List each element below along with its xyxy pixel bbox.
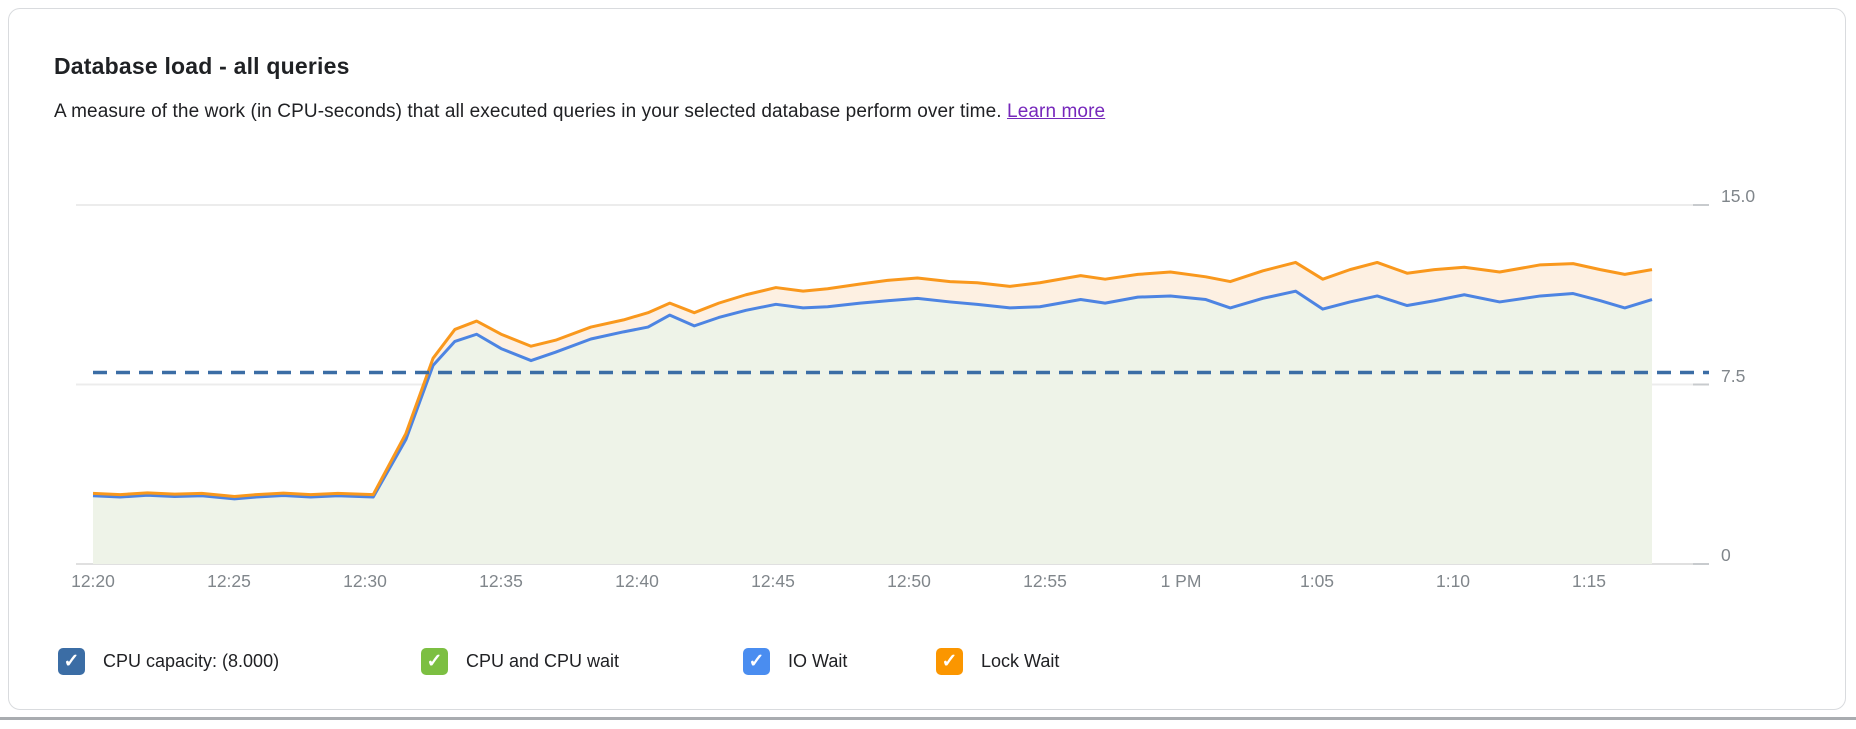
learn-more-link[interactable]: Learn more: [1007, 101, 1105, 122]
chart-description: A measure of the work (in CPU-seconds) t…: [54, 101, 1105, 123]
database-load-card: Database load - all queries A measure of…: [8, 8, 1846, 710]
x-axis-tick-label: 12:40: [587, 571, 687, 592]
legend-checkbox-icon[interactable]: ✓: [936, 648, 963, 675]
x-axis-tick-label: 12:45: [723, 571, 823, 592]
page-title: Database load - all queries: [54, 53, 350, 80]
legend-label: Lock Wait: [981, 651, 1059, 672]
x-axis-tick-label: 1:10: [1403, 571, 1503, 592]
x-axis-tick-label: 12:25: [179, 571, 279, 592]
x-axis-tick-label: 1:05: [1267, 571, 1367, 592]
io-wait-line: [93, 291, 1652, 499]
legend-item-cpu-capacity-8-000[interactable]: ✓ CPU capacity: (8.000): [58, 648, 279, 675]
legend-checkbox-icon[interactable]: ✓: [743, 648, 770, 675]
chart-description-text: A measure of the work (in CPU-seconds) t…: [54, 101, 1002, 122]
legend-item-io-wait[interactable]: ✓ IO Wait: [743, 648, 847, 675]
y-axis-tick-label: 0: [1721, 545, 1731, 566]
x-axis-tick-label: 12:20: [43, 571, 143, 592]
x-axis-tick-label: 12:30: [315, 571, 415, 592]
cpu-wait-area: [93, 291, 1652, 564]
x-axis-tick-label: 1:15: [1539, 571, 1639, 592]
legend-checkbox-icon[interactable]: ✓: [421, 648, 448, 675]
x-axis-tick-label: 1 PM: [1131, 571, 1231, 592]
y-axis-tick-label: 7.5: [1721, 366, 1745, 387]
legend-item-cpu-and-cpu-wait[interactable]: ✓ CPU and CPU wait: [421, 648, 619, 675]
legend-label: CPU and CPU wait: [466, 651, 619, 672]
legend-item-lock-wait[interactable]: ✓ Lock Wait: [936, 648, 1059, 675]
gridlines: [76, 205, 1709, 564]
legend-checkbox-icon[interactable]: ✓: [58, 648, 85, 675]
x-axis-tick-label: 12:35: [451, 571, 551, 592]
x-axis-tick-label: 12:50: [859, 571, 959, 592]
y-axis-tick-label: 15.0: [1721, 186, 1755, 207]
legend-label: CPU capacity: (8.000): [103, 651, 279, 672]
lock-wait-area: [93, 262, 1652, 498]
lock-wait-line: [93, 262, 1652, 496]
x-axis-tick-label: 12:55: [995, 571, 1095, 592]
legend-label: IO Wait: [788, 651, 847, 672]
